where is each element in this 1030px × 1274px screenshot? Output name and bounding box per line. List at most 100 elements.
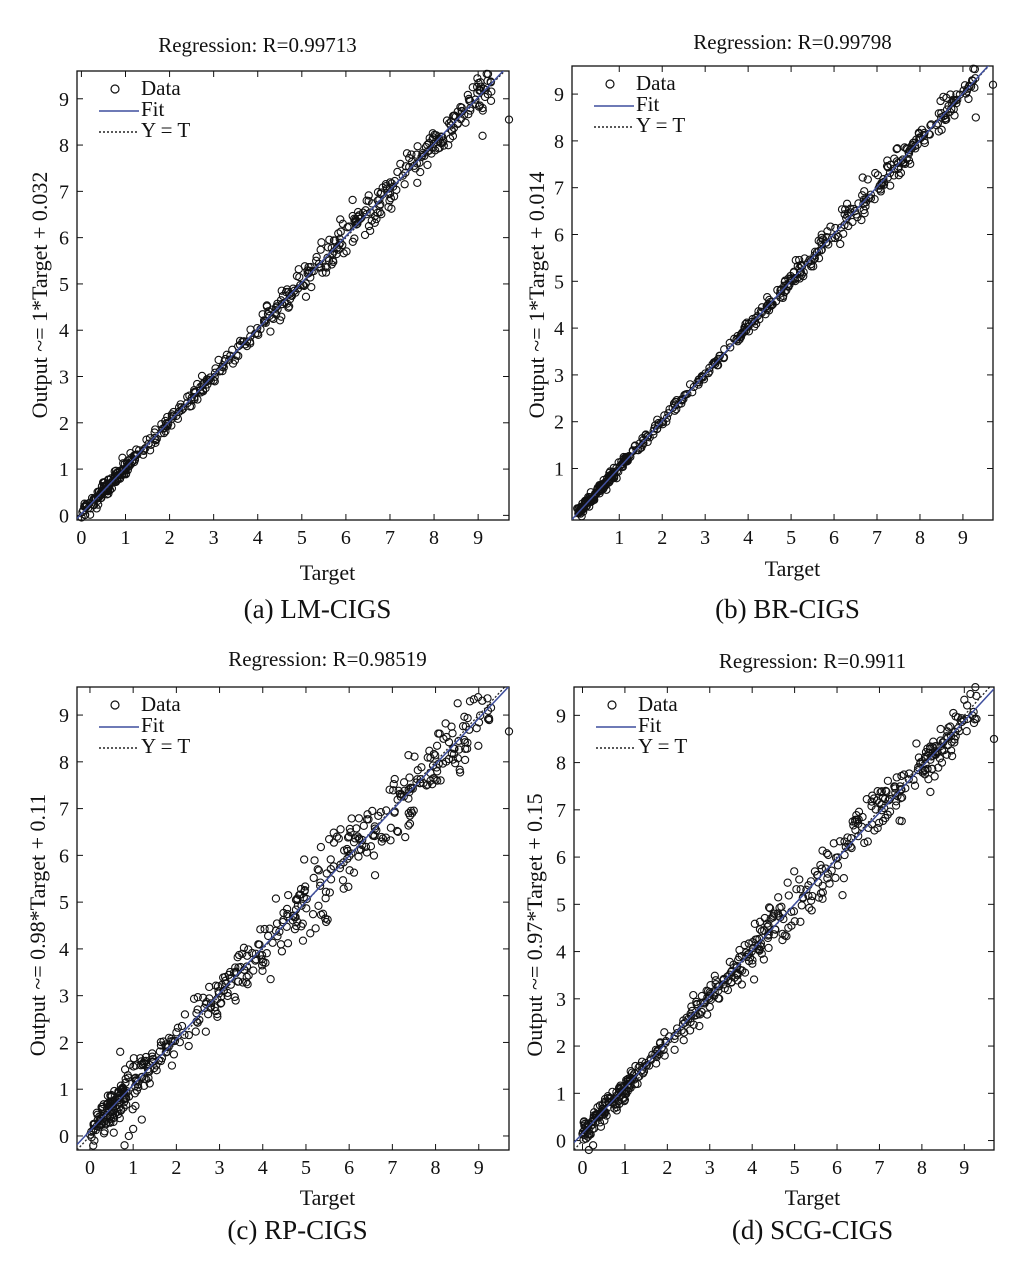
data-point [854, 807, 864, 816]
data-point [122, 1086, 131, 1096]
data-point [180, 1010, 190, 1019]
data-point [592, 488, 601, 497]
data-point [283, 939, 293, 948]
x-tick-label: 5 [297, 527, 307, 549]
data-point [769, 930, 779, 939]
data-point [185, 402, 195, 411]
x-tick-label: 3 [209, 527, 219, 549]
y-tick-label: 1 [554, 459, 564, 481]
data-point [444, 738, 454, 747]
data-point [354, 852, 363, 861]
data-point [156, 1041, 166, 1050]
data-point [484, 715, 494, 725]
data-point [833, 853, 842, 862]
y-tick-label: 5 [554, 271, 564, 293]
data-point [783, 878, 792, 887]
data-point [301, 292, 311, 301]
data-point [655, 1039, 665, 1048]
data-point [324, 835, 334, 844]
data-point [377, 210, 386, 219]
data-point [620, 1095, 630, 1105]
data-point [239, 965, 249, 974]
data-point [258, 966, 267, 975]
data-point [277, 299, 287, 309]
data-point [121, 464, 131, 474]
data-point [317, 238, 326, 247]
data-point [169, 407, 178, 417]
data-point [244, 971, 253, 980]
data-point [339, 884, 348, 893]
x-tick-label: 6 [344, 1157, 354, 1179]
fit-line [574, 688, 994, 1144]
data-point [949, 708, 958, 718]
data-point [416, 774, 425, 784]
data-point [242, 972, 251, 982]
data-point [110, 473, 119, 482]
data-point [726, 967, 736, 977]
data-point [455, 768, 465, 777]
plot-area-frame [76, 686, 510, 1151]
data-point [205, 375, 214, 384]
plot-area-frame [573, 686, 995, 1151]
data-point [364, 221, 374, 231]
data-point [206, 999, 216, 1008]
data-point [116, 1085, 126, 1095]
data-point [350, 234, 359, 243]
data-point [679, 394, 688, 404]
data-point [616, 1083, 625, 1092]
data-point [413, 766, 422, 775]
data-point [780, 277, 789, 286]
x-tick-label: 7 [874, 1157, 884, 1179]
data-point [349, 868, 359, 877]
data-point [725, 957, 734, 967]
y-tick-label: 7 [556, 800, 566, 822]
data-point [715, 994, 724, 1003]
data-point [704, 368, 713, 378]
data-point [898, 155, 907, 164]
data-point [228, 345, 237, 354]
data-point [314, 866, 323, 875]
data-point [732, 335, 741, 344]
data-point [689, 990, 698, 1000]
data-point [592, 1113, 601, 1122]
data-point [670, 1031, 679, 1041]
data-point [843, 833, 852, 842]
data-point [764, 943, 773, 953]
data-point [385, 196, 394, 205]
x-tick-label: 6 [832, 1157, 842, 1179]
data-point [463, 90, 472, 100]
data-point [755, 925, 765, 934]
data-point [283, 912, 292, 921]
data-point [217, 998, 226, 1008]
data-point [886, 181, 895, 190]
data-point [122, 1100, 131, 1109]
data-point [827, 233, 837, 242]
data-point [456, 102, 465, 112]
data-point [475, 101, 485, 110]
data-point [483, 90, 492, 99]
data-point [432, 741, 442, 750]
x-tick-label: 4 [747, 1157, 757, 1179]
data-point [595, 483, 604, 492]
data-point [849, 821, 858, 830]
data-point [447, 126, 457, 135]
data-point [284, 890, 293, 900]
data-point [480, 92, 490, 102]
data-point [423, 753, 432, 762]
data-point [660, 1028, 669, 1037]
data-point [923, 764, 932, 774]
data-point [963, 84, 972, 93]
data-point [818, 846, 827, 855]
data-point [703, 987, 713, 996]
data-point [742, 318, 751, 327]
legend-marker-data [110, 84, 120, 94]
data-point [726, 343, 735, 352]
data-point [829, 839, 838, 848]
data-point [291, 895, 301, 905]
data-point [137, 1115, 146, 1124]
data-point [826, 222, 835, 231]
data-point [806, 896, 816, 905]
data-point [776, 293, 785, 302]
data-point [947, 751, 957, 761]
y-tick-label: 9 [554, 84, 564, 106]
